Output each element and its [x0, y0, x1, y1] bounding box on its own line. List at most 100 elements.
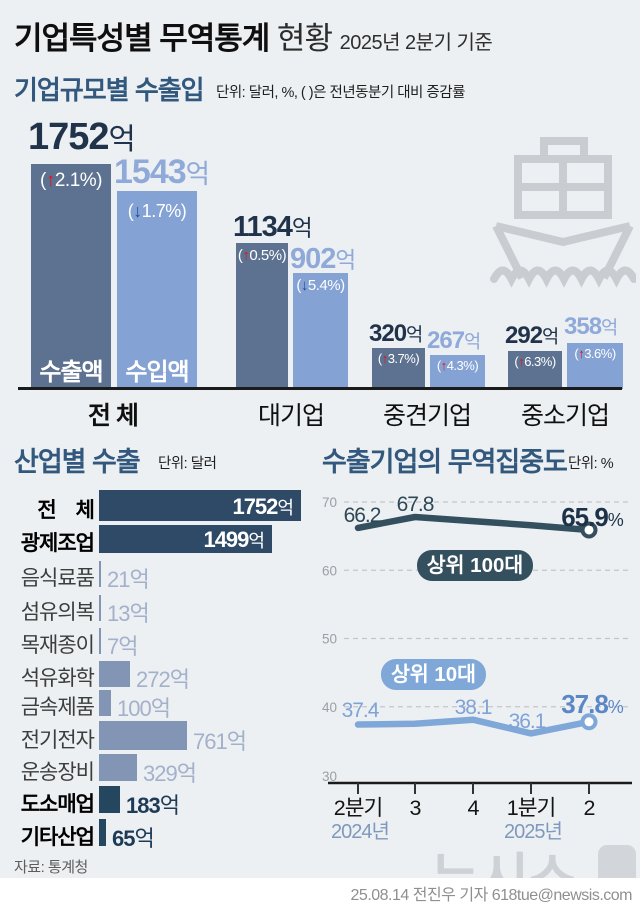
industry-bar-10 [99, 786, 120, 813]
bar-change-import-2: (↓5.4%) [296, 277, 345, 294]
industry-value-7: 100억 [117, 696, 171, 721]
export-bar-4 [508, 351, 562, 389]
industry-label-4: 섬유의복 [20, 601, 95, 624]
point-label-1-1: 66.2 [344, 504, 381, 527]
x-year-label-2: 2025년 [504, 820, 562, 843]
import-bar-4 [567, 343, 623, 389]
bar-series-label-수출액: 수출액 [39, 359, 103, 386]
legend-badge-2 [381, 659, 486, 690]
size-category-2: 대기업 [257, 402, 325, 430]
bar-change-export-3: (↑3.7%) [377, 351, 420, 366]
import-bar-1 [117, 191, 197, 389]
industry-value-4: 13억 [107, 601, 150, 626]
industry-value-10: 183억 [126, 792, 180, 818]
concentration-section-unit: 단위: % [568, 456, 614, 472]
industry-bar-6 [99, 661, 130, 687]
line-series-2 [354, 716, 593, 737]
import-bar-2 [293, 273, 348, 389]
line-endpoint-marker-1 [580, 521, 598, 539]
size-section-title: 기업규모별 수출입 [14, 75, 205, 105]
industry-bar-8 [99, 721, 187, 750]
industry-label-1: 전 체 [37, 498, 95, 522]
industry-label-11: 기타산업 [20, 825, 95, 849]
industry-bar-2 [99, 525, 272, 553]
export-bar-1 [31, 164, 111, 389]
bar-value-export-2: 1134억 [233, 211, 313, 243]
industry-bar-3 [99, 561, 101, 587]
footer-strip [0, 878, 640, 910]
industry-value-2: 1499억 [203, 527, 265, 552]
industry-value-1: 1752억 [232, 493, 294, 519]
cargo-ship-icon [490, 137, 636, 288]
x-label-4: 1분기 [507, 796, 556, 820]
x-label-5: 2 [584, 796, 595, 820]
bar-value-import-4: 358억 [564, 313, 618, 340]
industry-label-7: 금속제품 [20, 696, 95, 719]
bar-change-export-2: (↑0.5%) [237, 247, 287, 264]
industry-value-6: 272억 [136, 667, 190, 692]
legend-badge-label-2: 상위 10대 [391, 663, 476, 686]
ytick-30: 30 [322, 769, 337, 784]
industry-bar-1 [99, 490, 301, 521]
point-label-1-5: 65.9% [561, 502, 624, 532]
page-title-period: 2025년 2분기 기준 [339, 32, 493, 54]
industry-bar-5 [99, 628, 101, 654]
bar-series-label-수입액: 수입액 [125, 359, 189, 386]
industry-label-6: 석유화학 [20, 667, 95, 690]
size-category-3: 중견기업 [382, 402, 472, 430]
industry-label-2: 광제조업 [20, 532, 95, 555]
export-bar-2 [236, 243, 288, 389]
bar-change-export-1: (↑2.1%) [40, 170, 102, 191]
bar-change-import-1: (↓1.7%) [127, 201, 187, 221]
size-section-unit: 단위: 달러, %, ( )은 전년동분기 대비 증감률 [216, 85, 465, 101]
bar-value-import-2: 902억 [290, 243, 356, 275]
export-bar-3 [372, 348, 425, 389]
industry-value-8: 761억 [193, 728, 247, 754]
page-title-main: 기업특성별 무역통계 [14, 21, 270, 56]
line-series-1 [354, 513, 593, 534]
bar-value-import-3: 267억 [427, 327, 481, 354]
size-category-1: 전 체 [88, 402, 139, 430]
page-title: 기업특성별 무역통계 현황 2025년 2분기 기준 [14, 13, 493, 58]
industry-label-3: 음식료품 [20, 567, 95, 590]
industry-section-unit: 단위: 달러 [158, 456, 217, 472]
legend-badge-label-1: 상위 100대 [427, 554, 523, 577]
x-label-2: 3 [410, 796, 422, 820]
bar-change-import-4: (↑3.6%) [574, 346, 616, 361]
industry-label-9: 운송장비 [20, 760, 95, 784]
page-title-sub: 현황 [276, 21, 333, 56]
industry-section-title: 산업별 수출 [14, 447, 141, 477]
industry-label-10: 도소매업 [20, 792, 95, 816]
point-label-2-3: 38.1 [455, 696, 492, 719]
x-year-label-1: 2024년 [331, 820, 389, 843]
point-label-2-5: 37.8% [561, 689, 624, 719]
industry-value-5: 7억 [107, 634, 139, 659]
industry-value-9: 329억 [143, 760, 197, 786]
ytick-70: 70 [322, 495, 337, 510]
bar-value-export-4: 292억 [505, 322, 559, 349]
bar-change-export-4: (↑6.3%) [514, 354, 556, 369]
industry-bar-7 [99, 690, 111, 716]
x-label-1: 2분기 [334, 796, 383, 820]
bar-value-export-1: 1752억 [28, 116, 136, 158]
industry-bar-11 [99, 819, 106, 846]
industry-bar-chart: 전 체 1752억 광제조업 1499억 음식료품 21억 섬유의복 13억 목재종이 7억 석유화… [0, 0, 320, 880]
byline-credit: 25.08.14 전진우 기자 618tue@newsis.com [350, 887, 633, 904]
size-chart-baseline [18, 387, 622, 390]
industry-value-11: 65억 [112, 825, 155, 851]
x-label-3: 4 [468, 796, 480, 820]
line-endpoint-marker-2 [580, 713, 598, 731]
bar-value-export-3: 320억 [369, 320, 423, 347]
legend-badge-1 [417, 550, 533, 581]
industry-bar-9 [99, 754, 137, 781]
industry-bar-4 [99, 595, 101, 621]
ytick-40: 40 [322, 700, 337, 715]
source-note: 자료: 통계청 [14, 859, 88, 876]
ytick-50: 50 [322, 632, 337, 647]
bar-change-import-3: (↑4.3%) [436, 358, 479, 373]
size-category-4: 중소기업 [520, 402, 610, 430]
size-grouped-bar-chart: 1752억 (↑2.1%) 수출액 1543억 (↓1.7%) 수입액 전 체 1134억 (↑… [0, 0, 640, 430]
import-bar-3 [430, 355, 485, 389]
